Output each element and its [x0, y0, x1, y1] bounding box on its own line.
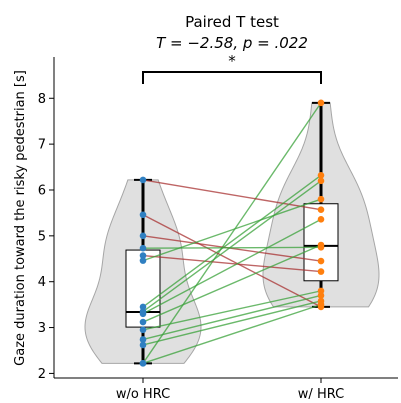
chart-subtitle: T = −2.58, p = .022: [156, 34, 308, 52]
point-without-hrc: [139, 257, 147, 264]
y-tick-label: 2: [38, 367, 46, 382]
point-with-hrc: [317, 241, 325, 249]
point-without-hrc: [139, 244, 147, 252]
point-with-hrc: [317, 216, 325, 223]
pair-line: [142, 179, 322, 211]
y-tick-label: 6: [38, 183, 46, 198]
point-without-hrc: [139, 176, 147, 184]
pair-line: [142, 294, 322, 341]
point-without-hrc: [139, 232, 147, 240]
plot-area: 2 3 4 5 6 7 8 w/o HRC w/ HRC: [38, 57, 398, 402]
y-tick-label: 8: [38, 92, 46, 107]
point-without-hrc: [139, 252, 147, 259]
point-without-hrc: [139, 326, 147, 334]
pair-line: [142, 254, 322, 273]
pair-line: [142, 214, 322, 308]
x-tick-label: w/o HRC: [116, 387, 170, 402]
pair-line: [142, 290, 322, 331]
pair-line: [142, 303, 322, 364]
point-with-hrc: [317, 99, 325, 107]
point-with-hrc: [317, 172, 325, 179]
point-with-hrc: [317, 257, 325, 265]
y-axis-label: Gaze duration toward the risky pedestria…: [13, 70, 28, 366]
y-tick-label: 3: [38, 321, 46, 336]
pair-line: [142, 246, 322, 249]
pair-line: [142, 174, 322, 308]
point-without-hrc: [139, 303, 147, 311]
point-without-hrc: [139, 360, 147, 367]
point-without-hrc: [139, 211, 147, 219]
point-with-hrc: [317, 177, 325, 185]
x-tick-label: w/ HRC: [298, 387, 344, 402]
y-tick-label: 4: [38, 275, 46, 290]
point-without-hrc: [139, 341, 147, 349]
point-with-hrc: [317, 195, 325, 203]
pair-line: [142, 102, 322, 364]
pair-line: [142, 244, 322, 323]
significance-marker: *: [228, 52, 236, 70]
point-without-hrc: [139, 336, 147, 343]
point-without-hrc: [139, 318, 147, 326]
y-tick-label: 7: [38, 138, 46, 153]
point-with-hrc: [317, 206, 325, 214]
pair-line: [142, 198, 322, 262]
point-with-hrc: [317, 268, 325, 275]
y-tick-label: 5: [38, 229, 46, 244]
point-with-hrc: [317, 301, 325, 308]
point-without-hrc: [139, 310, 147, 318]
point-with-hrc: [317, 292, 325, 299]
pair-line: [142, 180, 322, 313]
significance-bracket: [142, 71, 322, 84]
pair-line: [142, 300, 322, 346]
chart-title: Paired T test: [185, 13, 279, 31]
pair-line: [142, 218, 322, 315]
point-with-hrc: [317, 287, 325, 295]
